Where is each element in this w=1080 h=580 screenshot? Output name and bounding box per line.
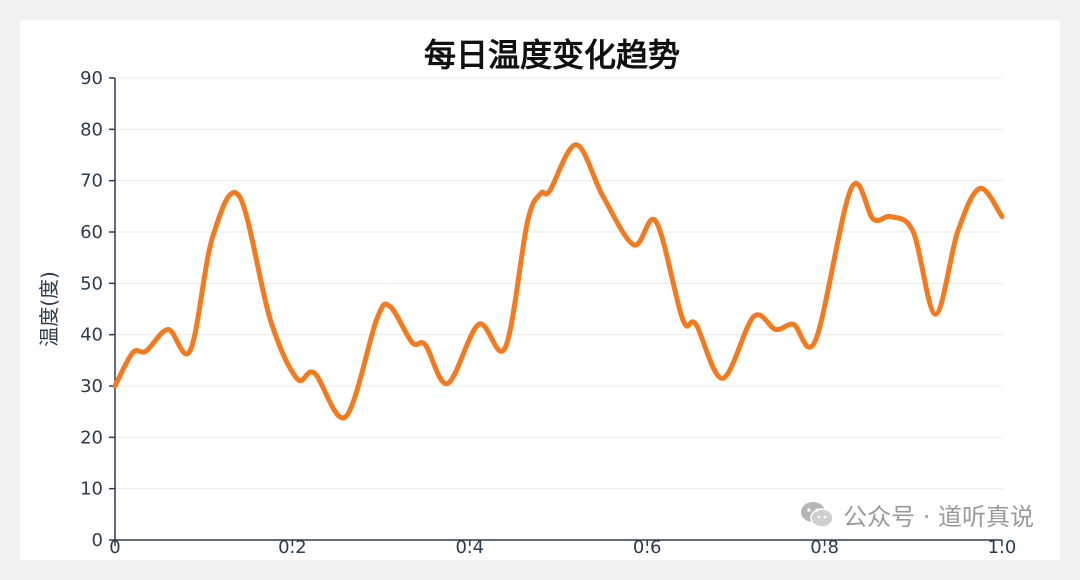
chart-title: 每日温度变化趋势: [424, 36, 680, 74]
x-tick-label: 0: [109, 537, 120, 558]
y-tick-label: 20: [80, 427, 103, 448]
x-ticks: 0 0.2 0.4 0.6 0.8 1.0: [109, 537, 1016, 558]
x-tick-label: 0.6: [633, 537, 662, 558]
wechat-icon: [801, 501, 834, 528]
axes: [114, 78, 1002, 541]
x-tick-label: 1.0: [988, 537, 1017, 558]
x-tick-label: 0.2: [278, 537, 307, 558]
y-tick-label: 60: [80, 222, 103, 243]
y-tick-label: 50: [80, 273, 103, 294]
series-line-0: [112, 142, 1005, 421]
x-tick-label: 0.8: [810, 537, 839, 558]
y-tick-label: 0: [92, 530, 103, 551]
y-tick-label: 30: [80, 376, 103, 397]
chart-card: 每日温度变化趋势 0 10 20 30 40 50 60 70 80 90 0 0.2 0.4 0.6 0…: [20, 20, 1060, 560]
y-tick-label: 10: [80, 479, 103, 500]
y-tick-label: 40: [80, 325, 103, 346]
watermark: 公众号 · 道听真说: [795, 495, 1038, 534]
series: [112, 142, 1005, 421]
y-ticks: 0 10 20 30 40 50 60 70 80 90: [80, 68, 115, 551]
y-tick-label: 70: [80, 171, 103, 192]
y-axis-label: 温度(度): [37, 271, 61, 347]
y-tick-label: 80: [80, 119, 103, 140]
grid: [115, 77, 1002, 490]
y-tick-label: 90: [80, 68, 103, 89]
watermark-text: 公众号 · 道听真说: [843, 503, 1034, 531]
x-tick-label: 0.4: [455, 537, 484, 558]
